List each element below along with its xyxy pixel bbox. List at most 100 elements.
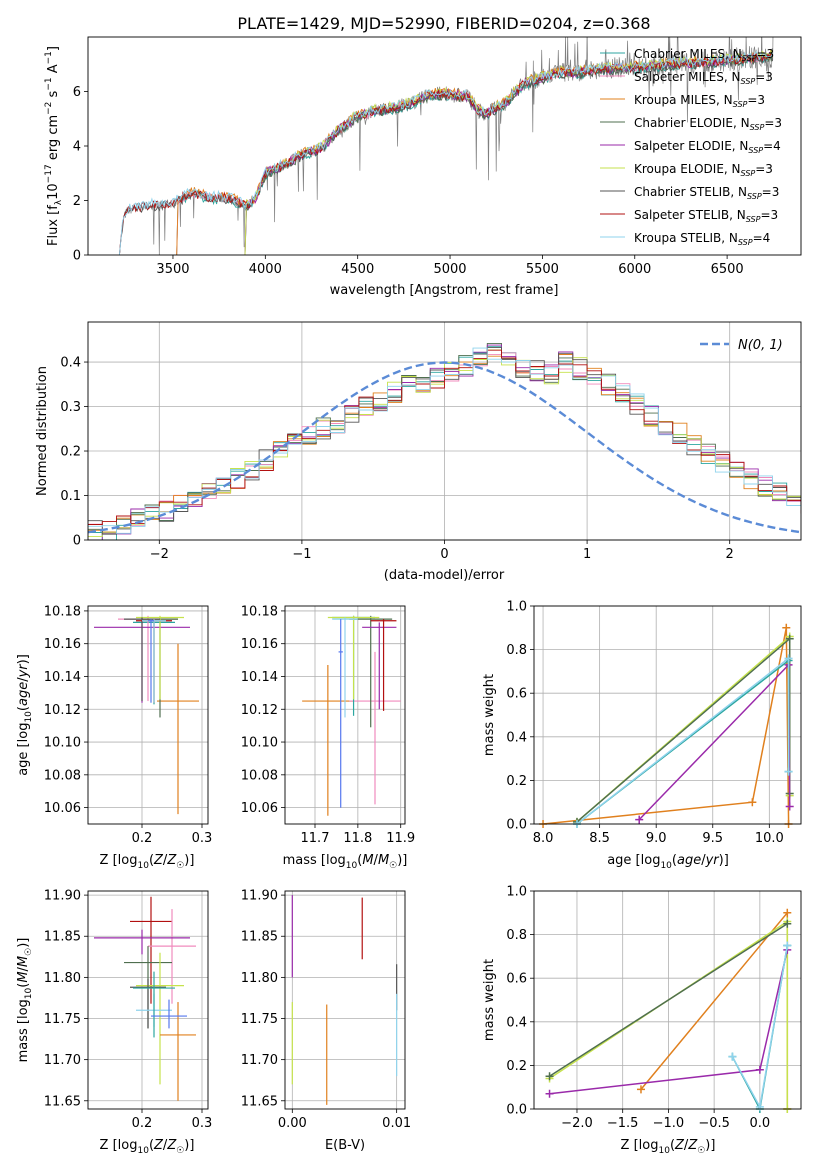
residual-ytick-label: 0.2 (60, 445, 81, 460)
spectrum-legend-label: Chabrier MILES, NSSP=3 (634, 47, 774, 63)
spectrum-plot-area: 3500 4000 4500 5000 5500 6000 6500 0 2 4 6 Chabrier… (73, 36, 802, 277)
z-age-ytick-label: 10.14 (44, 670, 81, 685)
z-age-xtick-label: 0.2 (132, 831, 153, 846)
z-age-ytick-label: 10.12 (44, 703, 81, 718)
age-weight-xtick-label: 8.0 (533, 831, 554, 846)
z-weight-xtick-label: −1.0 (653, 1116, 685, 1131)
mass-age-ytick-label: 10.14 (241, 670, 278, 685)
residual-ylabel: Normed distribution (35, 366, 50, 496)
spectrum-xtick-label: 6500 (711, 262, 744, 277)
spectrum-panel: PLATE=1429, MJD=52990, FIBERID=0204, z=0… (44, 14, 802, 298)
residual-frame (87, 321, 802, 541)
mass-age-ytick-label: 10.16 (241, 637, 278, 652)
z-age-xtick-label: 0.3 (192, 831, 213, 846)
z-mass-xlabel: Z [log10(Z/Z☉)] (100, 1138, 195, 1156)
spectrum-xtick-label: 4000 (249, 262, 282, 277)
z-age-ytick-label: 10.16 (44, 637, 81, 652)
age-weight-point-marker (635, 815, 644, 824)
z-weight-ytick-label: 0.6 (506, 972, 527, 987)
z-mass-xtick-label: 0.3 (192, 1116, 213, 1131)
age-weight-xtick-label: 8.5 (589, 831, 610, 846)
z-age-frame (87, 605, 209, 825)
mass-age-plot-area: 11.7 11.8 11.9 10.06 10.08 10.10 10.12 10.14 10.… (241, 604, 415, 846)
residual-ytick-label: 0.4 (60, 356, 81, 371)
age-weight-ytick-label: 1.0 (506, 600, 527, 615)
ebv-mass-plot-area: 0.00 0.01 11.65 11.70 11.75 11.80 11.85 11.90 (241, 889, 411, 1131)
age-weight-series-line (638, 663, 791, 821)
mass-age-ytick-label: 10.12 (241, 703, 278, 718)
residual-hist-line (88, 354, 801, 533)
z-mass-ylabel: mass [log10(M/M☉)] (16, 938, 34, 1063)
z-mass-plot-area: 0.2 0.3 11.65 11.70 11.75 11.80 11.85 11.90 (44, 889, 213, 1131)
mass-age-ytick-label: 10.08 (241, 768, 278, 783)
age-weight-point-marker (748, 798, 757, 807)
z-weight-point-marker (783, 941, 792, 950)
spectrum-frame (87, 36, 802, 256)
mass-age-xlabel: mass [log10(M/M☉)] (283, 853, 408, 871)
mass-age-xtick-label: 11.8 (343, 831, 372, 846)
spectrum-ytick-label: 0 (73, 249, 81, 264)
z-mass-ytick-label: 11.65 (44, 1094, 81, 1109)
z-age-xlabel: Z [log10(Z/Z☉)] (100, 853, 195, 871)
age-weight-plot-area: 8.0 8.5 9.0 9.5 10.0 0.0 0.2 0.4 0.6 0.8 1.0 (506, 600, 802, 846)
spectrum-model-line (244, 53, 774, 255)
z-weight-frame (533, 890, 802, 1110)
z-mass-frame (87, 890, 209, 1110)
z-weight-point-marker (783, 908, 792, 917)
z-weight-ytick-label: 0.0 (506, 1103, 527, 1118)
z-weight-xtick-label: −1.5 (607, 1116, 639, 1131)
spectrum-ytick-label: 2 (73, 194, 81, 209)
spectrum-model-line (118, 50, 774, 255)
z-weight-point-marker (755, 1102, 764, 1111)
ebv-mass-xtick-label: 0.01 (382, 1116, 411, 1131)
ebv-mass-xtick-label: 0.00 (278, 1116, 307, 1131)
z-weight-ytick-label: 0.8 (506, 928, 527, 943)
ebv-mass-ytick-label: 11.90 (241, 889, 278, 904)
age-weight-xtick-label: 10.0 (755, 831, 784, 846)
z-age-ytick-label: 10.06 (44, 801, 81, 816)
age-weight-series-line (576, 637, 791, 823)
residual-xtick-label: 1 (583, 547, 591, 562)
residual-xtick-label: 0 (440, 547, 448, 562)
z-weight-point-marker (636, 1085, 645, 1094)
z-weight-ytick-label: 1.0 (506, 885, 527, 900)
residual-xlabel: (data-model)/error (384, 568, 505, 583)
spectrum-title: PLATE=1429, MJD=52990, FIBERID=0204, z=0… (237, 14, 650, 33)
spectrum-legend-label: Chabrier ELODIE, NSSP=3 (634, 116, 782, 132)
z-weight-ytick-label: 0.4 (506, 1015, 527, 1030)
age-weight-ylabel: mass weight (482, 674, 497, 756)
z-weight-ylabel: mass weight (482, 959, 497, 1041)
ebv-mass-ytick-label: 11.75 (241, 1012, 278, 1027)
age-weight-ytick-label: 0.6 (506, 687, 527, 702)
spectrum-xtick-label: 6000 (618, 262, 651, 277)
residual-xtick-label: 2 (726, 547, 734, 562)
residual-ytick-label: 0.3 (60, 400, 81, 415)
residual-xtick-label: −1 (292, 547, 311, 562)
ebv-mass-ytick-label: 11.65 (241, 1094, 278, 1109)
age-weight-panel: age [log10(age/yr)] mass weight 8.0 8.5 9.… (482, 600, 802, 871)
z-weight-point-marker (755, 1065, 764, 1074)
mass-age-ytick-label: 10.18 (241, 604, 278, 619)
z-mass-ytick-label: 11.90 (44, 889, 81, 904)
spectrum-xtick-label: 5000 (433, 262, 466, 277)
spectrum-xtick-label: 5500 (526, 262, 559, 277)
z-weight-plot-area: −2.0 −1.5 −1.0 −0.5 0.0 0.0 0.2 0.4 0.6 0.8 1.0 (506, 885, 802, 1131)
residual-hist-line (88, 352, 801, 534)
spectrum-xlabel: wavelength [Angstrom, rest frame] (330, 283, 559, 298)
z-age-ytick-label: 10.18 (44, 604, 81, 619)
z-weight-point-marker (545, 1072, 554, 1081)
age-weight-ytick-label: 0.0 (506, 818, 527, 833)
age-weight-ytick-label: 0.4 (506, 730, 527, 745)
spectrum-model-line (118, 52, 773, 255)
z-weight-point-marker (545, 1089, 554, 1098)
spectrum-xtick-label: 4500 (341, 262, 374, 277)
z-mass-ytick-label: 11.85 (44, 930, 81, 945)
age-weight-point-marker (782, 623, 791, 632)
z-weight-xtick-label: 0.0 (750, 1116, 771, 1131)
residual-hist-line (88, 342, 801, 535)
spectrum-model-line (118, 53, 774, 255)
mass-age-ytick-label: 10.06 (241, 801, 278, 816)
ebv-mass-panel: E(B-V) 0.00 0.01 11.65 11.70 11.75 11.80 11.85… (241, 889, 411, 1153)
age-weight-series-line (576, 656, 790, 824)
age-weight-xlabel: age [log10(age/yr)] (607, 853, 729, 871)
